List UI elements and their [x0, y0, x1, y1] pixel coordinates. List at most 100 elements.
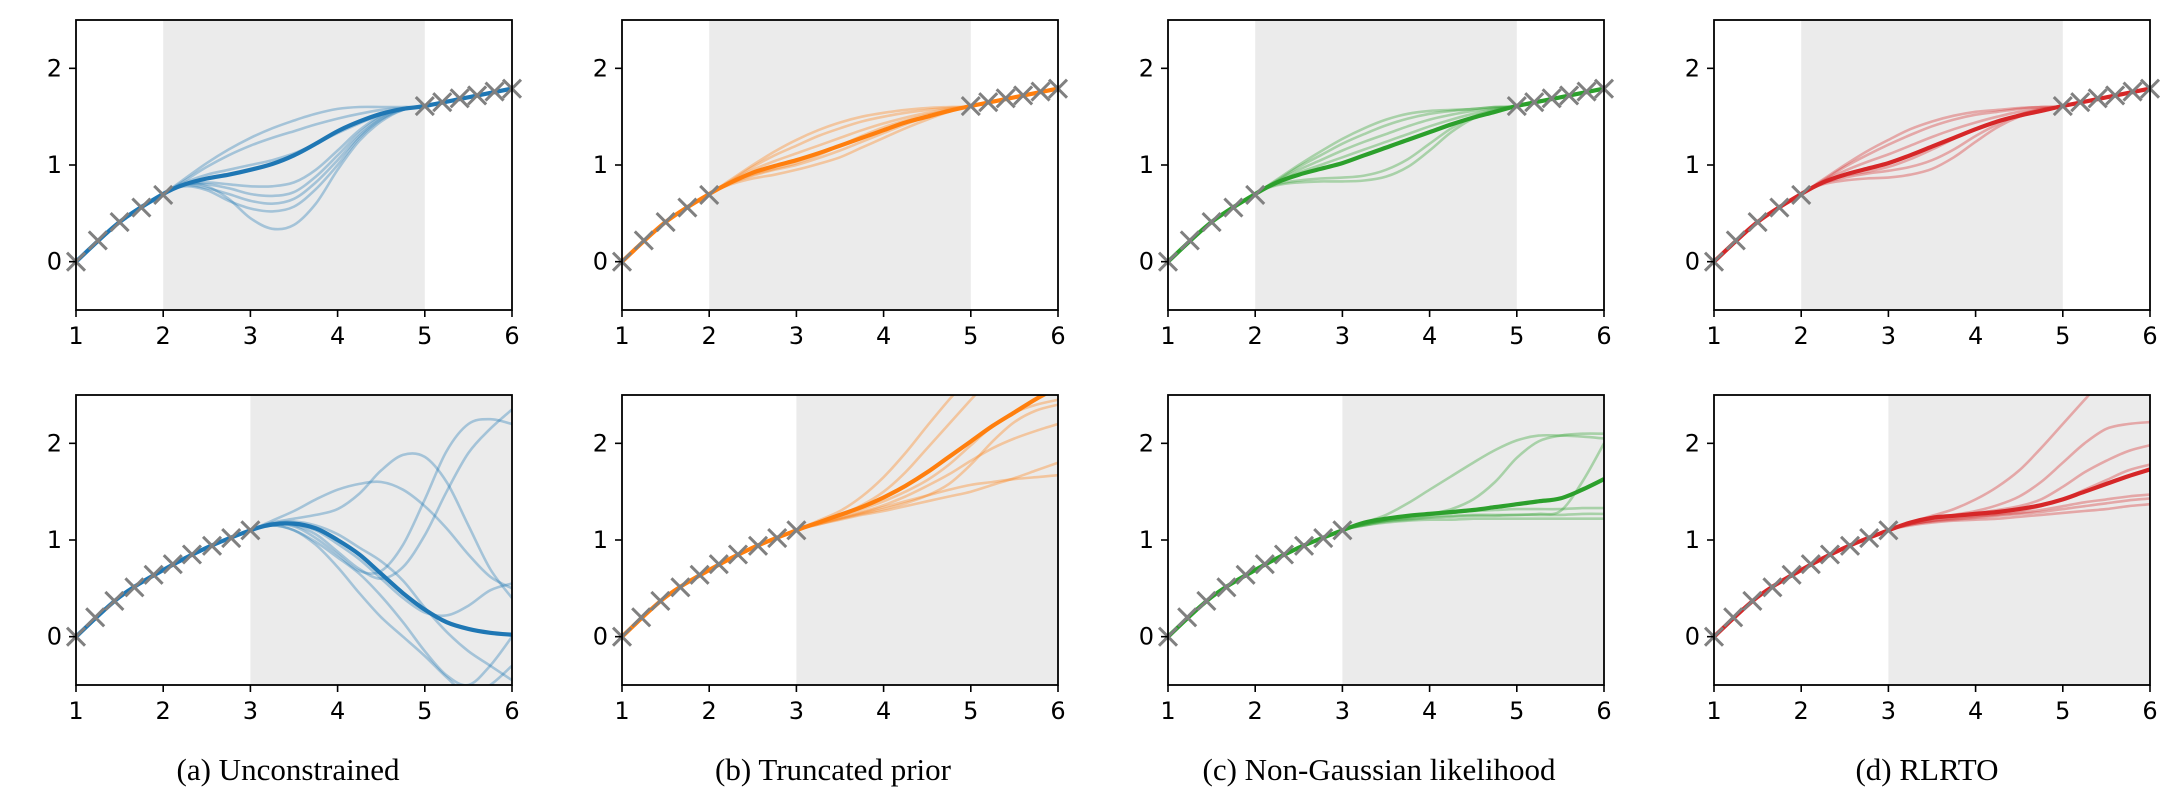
observation-marker: [1313, 528, 1334, 549]
x-tick-label: 4: [1422, 322, 1437, 350]
observation-marker: [1839, 535, 1861, 556]
x-tick-label: 1: [1706, 697, 1721, 725]
x-tick-label: 5: [963, 697, 978, 725]
observation-marker: [2122, 81, 2143, 102]
observation-marker: [1223, 197, 1244, 218]
y-tick-label: 0: [593, 623, 608, 651]
x-tick-label: 1: [1160, 697, 1175, 725]
observation-marker: [449, 88, 470, 109]
shaded-region: [796, 395, 1058, 685]
x-tick-label: 6: [1596, 697, 1611, 725]
observation-marker: [655, 211, 676, 233]
observation-marker: [1013, 85, 1034, 106]
observation-marker: [1254, 554, 1275, 575]
x-tick-label: 5: [2055, 697, 2070, 725]
observation-marker: [1769, 197, 1790, 218]
observation-marker: [1819, 544, 1841, 565]
observation-marker: [1179, 230, 1200, 251]
x-tick-label: 3: [1881, 322, 1896, 350]
x-tick-label: 1: [68, 322, 83, 350]
shaded-region: [250, 395, 512, 685]
x-tick-label: 4: [876, 697, 891, 725]
y-tick-label: 0: [1139, 623, 1154, 651]
x-tick-label: 6: [2142, 697, 2157, 725]
x-tick-label: 3: [1881, 697, 1896, 725]
y-tick-label: 0: [1685, 248, 1700, 276]
observation-marker: [467, 85, 488, 106]
x-tick-label: 6: [504, 322, 519, 350]
observation-marker: [631, 607, 652, 628]
observation-marker: [1196, 590, 1217, 611]
observation-marker: [1878, 520, 1899, 541]
caption-a: (a) Unconstrained: [176, 752, 400, 787]
x-tick-label: 2: [156, 322, 171, 350]
x-tick-label: 1: [614, 322, 629, 350]
x-tick-label: 1: [1160, 322, 1175, 350]
panel-b-row-1: 1 2 3 4 5 6 0 1 2: [593, 19, 1069, 350]
observation-marker: [1273, 544, 1295, 565]
observation-marker: [2087, 88, 2108, 109]
y-tick-label: 1: [47, 151, 62, 179]
observation-marker: [109, 211, 130, 233]
x-tick-label: 6: [1050, 322, 1065, 350]
x-tick-label: 1: [614, 697, 629, 725]
x-tick-label: 2: [702, 697, 717, 725]
y-tick-label: 0: [1685, 623, 1700, 651]
observation-marker: [786, 520, 807, 541]
observation-marker: [727, 544, 749, 565]
observation-marker: [1747, 211, 1768, 233]
y-tick-label: 0: [47, 248, 62, 276]
y-tick-label: 2: [593, 429, 608, 457]
x-tick-label: 4: [1968, 697, 1983, 725]
mean-line: [1168, 86, 1604, 264]
caption-b: (b) Truncated prior: [715, 752, 951, 787]
observation-marker: [104, 590, 125, 611]
x-tick-label: 3: [1335, 322, 1350, 350]
x-tick-label: 3: [243, 322, 258, 350]
observation-marker: [1030, 81, 1051, 102]
observation-marker: [1245, 184, 1266, 206]
observation-marker: [1781, 564, 1802, 585]
observation-marker: [633, 230, 654, 251]
observation-marker: [1541, 88, 1562, 109]
caption-d: (d) RLRTO: [1855, 752, 1999, 787]
observation-marker: [670, 577, 691, 598]
shaded-region: [1801, 20, 2063, 310]
observation-marker: [201, 535, 223, 556]
x-tick-label: 5: [1509, 697, 1524, 725]
y-tick-label: 2: [47, 429, 62, 457]
panel-b-row-2: 1 2 3 4 5 6 0 1 2: [593, 394, 1066, 725]
observation-marker: [1177, 607, 1198, 628]
observation-marker: [1742, 590, 1763, 611]
observation-marker: [221, 528, 242, 549]
shaded-region: [1255, 20, 1517, 310]
observation-marker: [2052, 95, 2073, 117]
y-tick-label: 2: [593, 54, 608, 82]
observation-marker: [124, 577, 145, 598]
shaded-region: [1888, 395, 2150, 685]
panel-a-row-2: 1 2 3 4 5 6 0 1 2: [47, 394, 520, 725]
mean-line: [76, 86, 512, 264]
x-tick-label: 2: [1248, 322, 1263, 350]
x-tick-label: 4: [1968, 322, 1983, 350]
y-tick-label: 0: [593, 248, 608, 276]
x-tick-label: 3: [789, 322, 804, 350]
y-tick-label: 0: [1139, 248, 1154, 276]
caption-c: (c) Non-Gaussian likelihood: [1202, 752, 1556, 787]
panel-c-row-1: 1 2 3 4 5 6 0 1 2: [1139, 19, 1615, 350]
shaded-region: [1342, 395, 1604, 685]
observation-marker: [767, 528, 788, 549]
y-tick-label: 1: [593, 526, 608, 554]
observation-marker: [153, 184, 174, 206]
observation-marker: [1725, 230, 1746, 251]
observation-marker: [1293, 535, 1315, 556]
observation-marker: [2105, 85, 2126, 106]
x-tick-label: 6: [1050, 697, 1065, 725]
mean-line: [622, 86, 1058, 264]
x-tick-label: 3: [243, 697, 258, 725]
observation-marker: [1524, 92, 1545, 113]
observation-marker: [699, 184, 720, 206]
y-tick-label: 1: [1139, 151, 1154, 179]
x-tick-label: 5: [1509, 322, 1524, 350]
